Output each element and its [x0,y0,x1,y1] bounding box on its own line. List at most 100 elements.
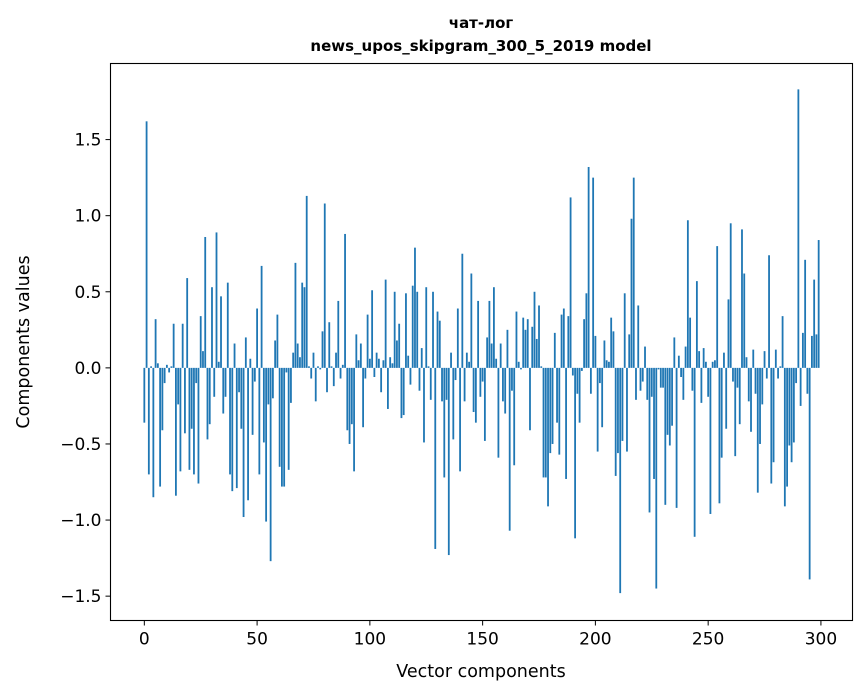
bar [461,253,464,368]
bar [535,338,538,368]
bar [738,367,741,425]
bar [671,367,673,426]
bar [817,240,820,368]
bar [323,203,326,368]
bar [488,300,491,368]
bar [308,366,310,368]
y-tick-label: −1.5 [60,587,101,607]
bar [256,308,258,368]
bar [788,367,791,446]
bar [400,367,403,419]
bar [526,319,529,368]
bar [373,367,376,378]
bar [165,364,168,368]
bar [247,367,249,501]
bar [409,367,412,385]
bar [520,367,522,370]
bar [689,317,692,368]
x-axis-label: Vector components [396,662,565,682]
bar [718,367,721,504]
y-tick-label: 0.0 [74,359,101,379]
bar [150,366,152,368]
bar [723,352,725,368]
bar [587,166,590,368]
bar [384,279,387,368]
bar [168,367,171,373]
bar [815,334,818,368]
bar [594,335,597,368]
bar [630,218,633,368]
bar [707,367,710,397]
bar [231,367,234,492]
bar [540,366,543,368]
bar [565,367,567,479]
bar [666,367,669,435]
bar [199,316,202,368]
bar [301,282,304,368]
bar [371,290,374,368]
bar [596,367,599,452]
bar [317,366,319,368]
bar [159,367,162,487]
bar [206,367,209,440]
bar [163,367,166,384]
bar [637,305,640,368]
x-tick-label: 100 [354,630,386,650]
bar [463,367,466,402]
bar [614,367,617,476]
bar [213,367,216,397]
bar [599,367,601,384]
bar [253,367,256,382]
bar [305,195,308,368]
bar [249,358,252,368]
bar [364,367,367,379]
bar [538,305,540,368]
bar [312,352,315,368]
bar [348,367,351,444]
bar [283,367,286,487]
bar [438,320,441,368]
bar [175,367,177,496]
bar [423,367,425,443]
bar [195,367,198,384]
bar [366,314,369,368]
bar [515,311,518,368]
axes-frame [109,62,854,622]
bar [585,293,588,368]
bar [339,367,342,379]
bar [635,367,637,400]
bar [792,367,795,443]
bar [659,367,662,388]
bar [477,300,480,368]
bar [750,367,752,432]
bar [296,343,299,368]
x-tick-label: 0 [139,630,150,650]
bar [287,367,290,470]
bar [389,357,392,368]
bar [686,220,689,368]
bar [456,308,459,368]
bar [605,360,608,368]
bar [479,367,482,397]
bar [529,367,531,431]
bar [774,349,777,368]
bar [747,367,750,402]
bar [299,357,301,368]
bar [714,360,716,368]
bar [425,287,428,368]
bar [152,367,155,498]
bar [238,367,240,393]
bar [359,343,362,368]
bar [235,367,238,489]
bar [344,233,346,368]
bar [493,287,495,368]
y-tick-label: 1.5 [74,131,101,151]
bar [576,367,579,394]
bar [569,197,572,368]
bar [432,291,434,368]
bar [768,255,770,368]
bar [418,367,421,391]
bar [589,367,592,394]
bar [592,177,595,368]
bar [783,367,786,507]
